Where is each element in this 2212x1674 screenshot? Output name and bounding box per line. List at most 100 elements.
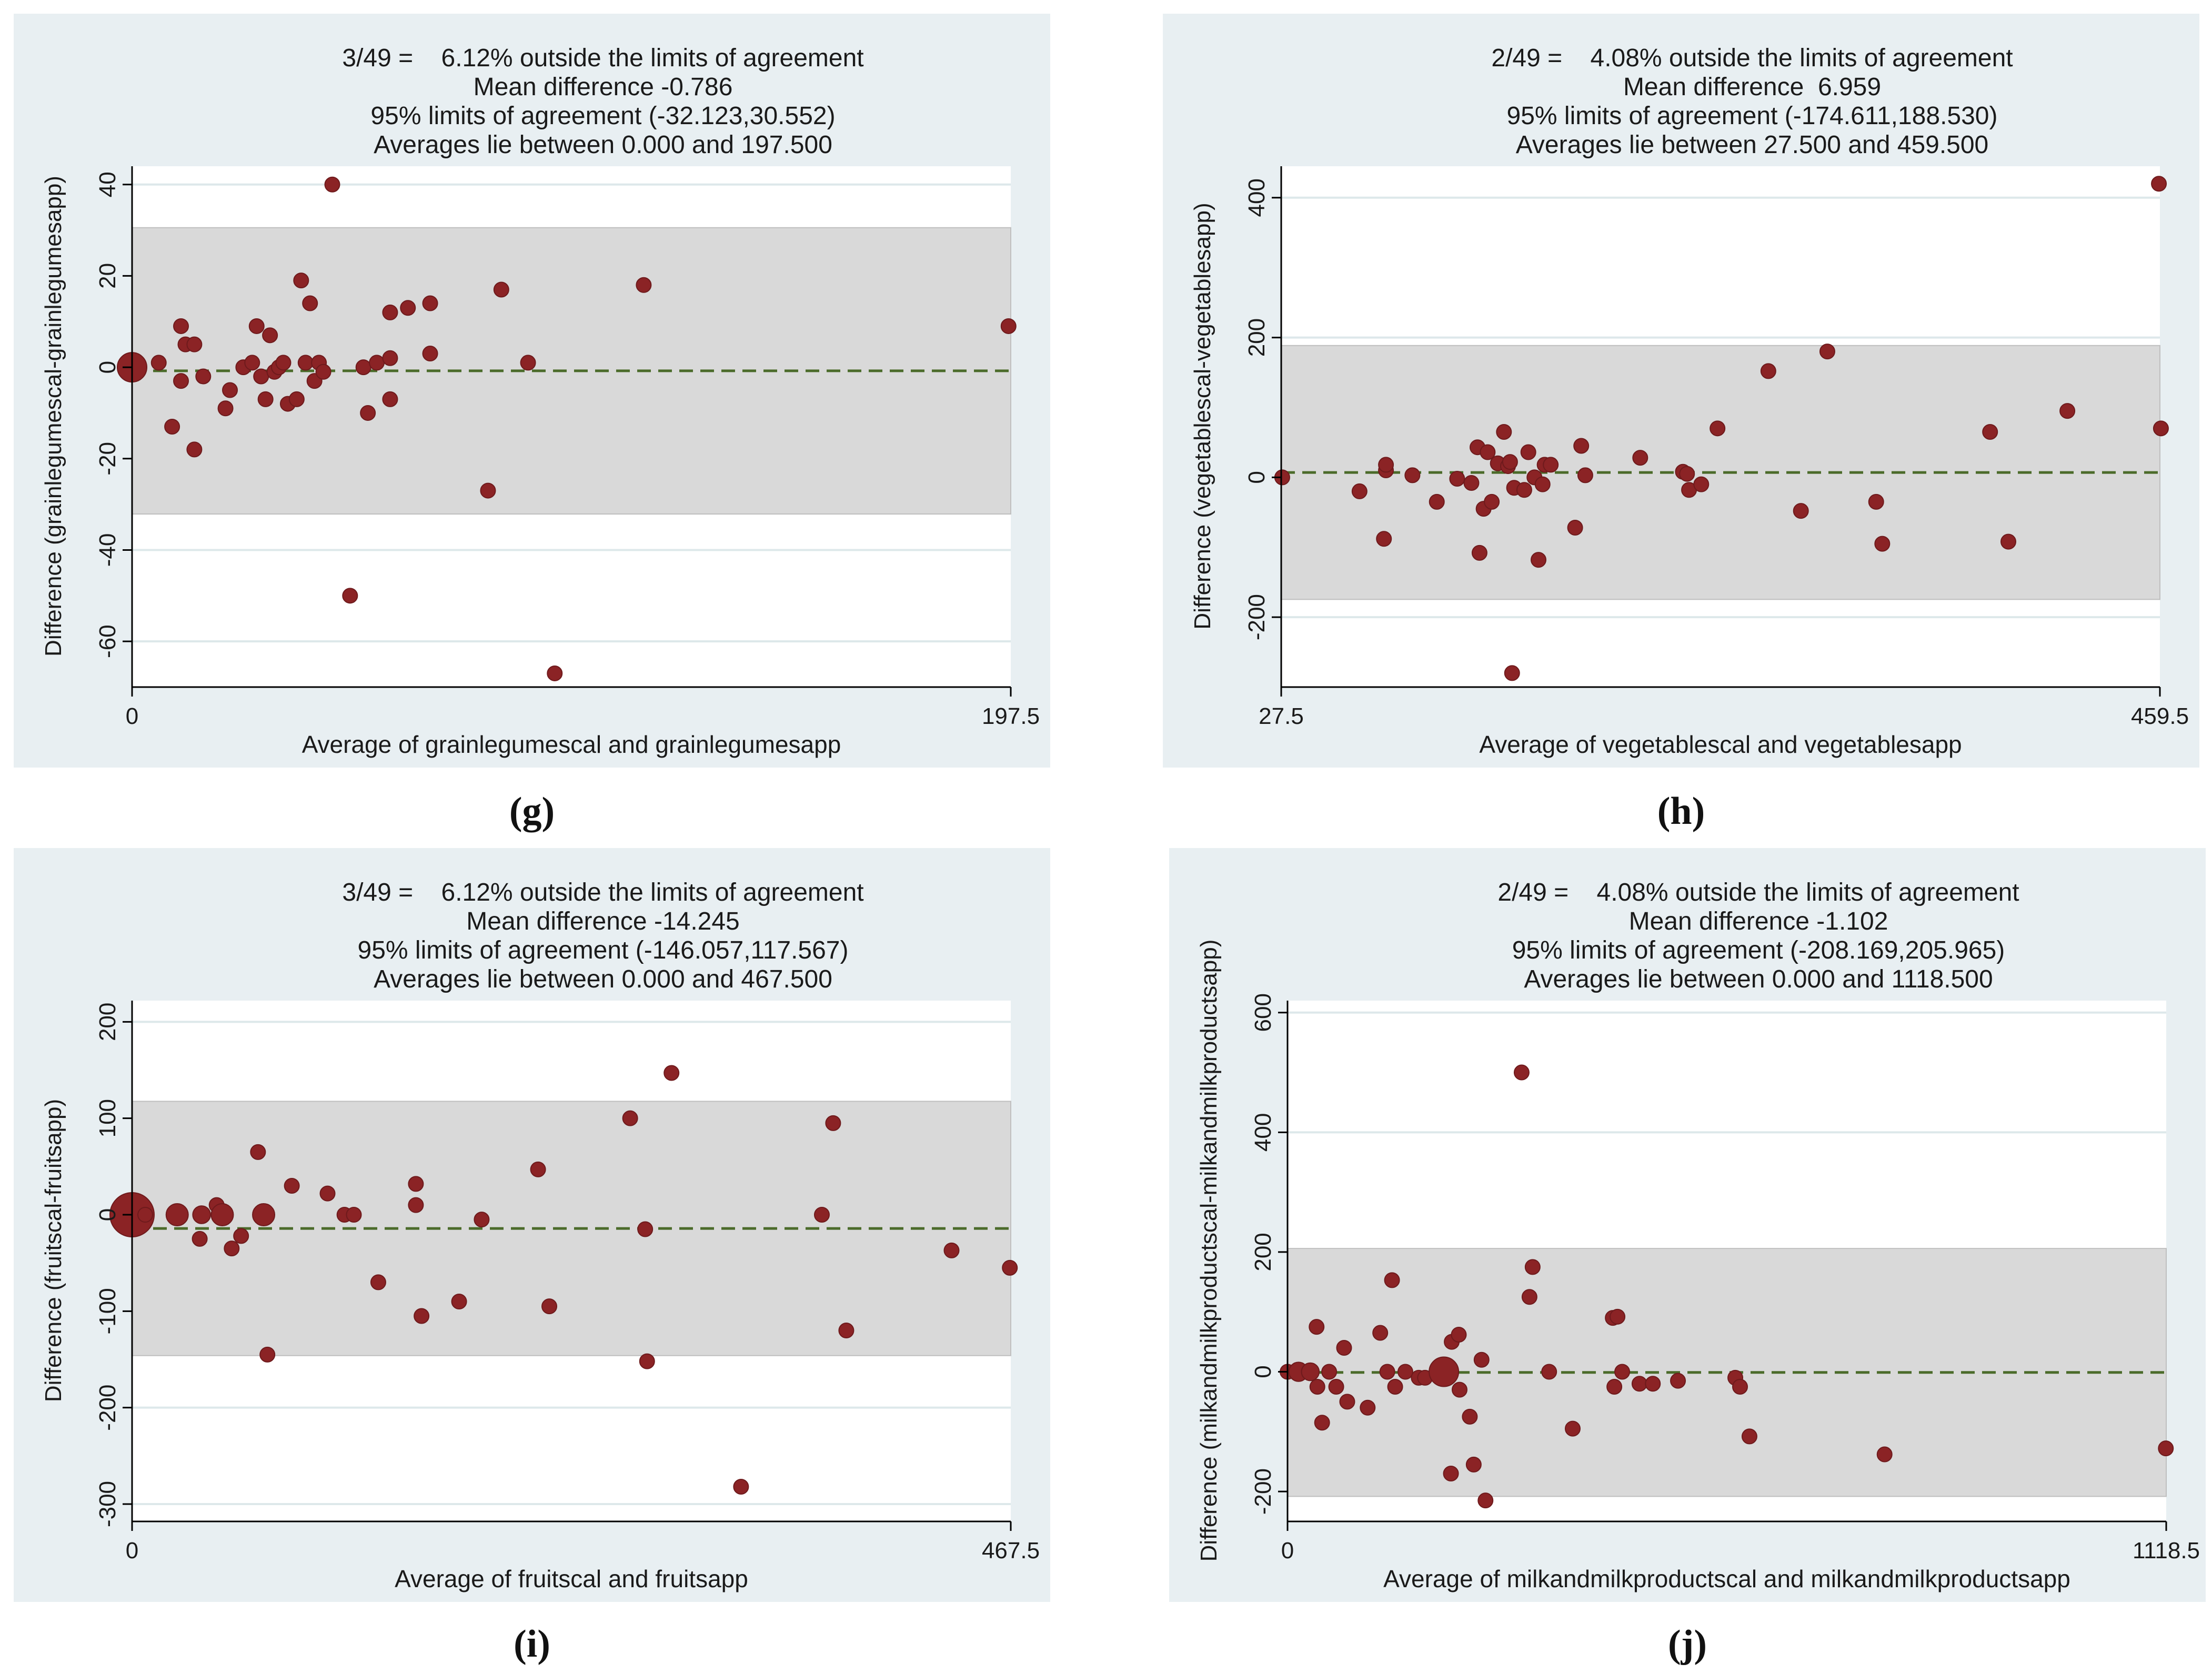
chart-i-point-12	[284, 1178, 300, 1194]
chart-i-point-3	[192, 1231, 208, 1247]
chart-g-point-16	[262, 327, 278, 344]
chart-g-point-19	[275, 355, 291, 371]
chart-h-point-10	[1471, 544, 1487, 561]
chart-g-point-14	[253, 368, 269, 385]
chart-g-point-9	[217, 400, 234, 417]
chart-g-point-2	[164, 419, 180, 435]
chart-i-point-8	[233, 1228, 249, 1244]
chart-h-point-26	[1543, 457, 1559, 473]
chart-j-x-tick-label-1: 1118.5	[2133, 1538, 2200, 1564]
chart-j-point-12	[1379, 1364, 1395, 1380]
chart-g-point-33	[382, 391, 398, 407]
panel-j: -200 0 200 400 600 0 1118.5 Average of milkandm…	[1169, 848, 2206, 1602]
chart-j-point-23	[1462, 1408, 1478, 1425]
chart-h-point-5	[1404, 467, 1421, 483]
chart-j-point-5	[1314, 1415, 1330, 1431]
chart-g-point-29	[342, 588, 358, 604]
chart-j-y-label: Difference (milkandmilkproductscal-milka…	[1196, 940, 1222, 1562]
chart-h-point-43	[2059, 403, 2076, 419]
chart-g-point-37	[422, 346, 438, 362]
chart-h-point-34	[1693, 476, 1710, 492]
chart-i-point-18	[408, 1176, 424, 1192]
chart-i-point-15	[346, 1207, 362, 1223]
chart-g-point-28	[324, 176, 340, 193]
chart-g-point-3	[173, 318, 189, 334]
chart-h-x-tick-label-0: 27.5	[1259, 703, 1304, 729]
chart-j-point-3	[1309, 1319, 1325, 1335]
chart-g-point-21	[288, 391, 305, 407]
chart-h-point-37	[1793, 503, 1809, 519]
chart-i-point-6	[210, 1203, 234, 1226]
chart-h-point-18	[1504, 665, 1520, 681]
chart-h-point-40	[1874, 536, 1891, 552]
chart-i-point-17	[408, 1197, 424, 1213]
chart-g-point-23	[297, 355, 314, 371]
chart-j-title-line-3: Averages lie between 0.000 and 1118.500	[1524, 965, 1993, 993]
chart-i-point-11	[259, 1346, 276, 1363]
chart-g-point-22	[293, 273, 309, 289]
chart-i-x-tick-label-0: 0	[126, 1538, 138, 1564]
chart-g-point-24	[302, 295, 318, 311]
chart-j-point-26	[1477, 1493, 1494, 1509]
chart-h-point-23	[1531, 552, 1547, 568]
caption-i: (i)	[514, 1622, 550, 1666]
chart-j-y-tick-label-4: 600	[1250, 993, 1276, 1032]
chart-j-point-10	[1360, 1399, 1376, 1416]
chart-j-point-29	[1524, 1259, 1541, 1275]
chart-i-point-10	[252, 1203, 276, 1226]
chart-i-title-line-3: Averages lie between 0.000 and 467.500	[374, 965, 832, 993]
chart-g-point-4	[173, 373, 189, 389]
chart-i-title-line-1: Mean difference -14.245	[466, 907, 739, 935]
chart-i-point-21	[474, 1212, 490, 1228]
chart-j-point-36	[1631, 1376, 1647, 1392]
chart-i-y-label: Difference (fruitscal-fruitsapp)	[41, 1099, 66, 1402]
chart-j-point-9	[1339, 1394, 1355, 1410]
chart-j-y-tick-label-2: 200	[1250, 1233, 1276, 1271]
chart-h-point-39	[1868, 493, 1884, 510]
chart-g-point-44	[1000, 318, 1017, 334]
chart-j-point-18	[1429, 1356, 1460, 1387]
chart-h-x-tick-label-1: 459.5	[2131, 703, 2189, 729]
chart-j-point-32	[1606, 1378, 1623, 1395]
chart-i-point-22	[530, 1161, 546, 1177]
chart-j-point-25	[1473, 1352, 1490, 1368]
chart-i-y-tick-label-3: 0	[95, 1208, 120, 1221]
chart-j-point-41	[1741, 1428, 1757, 1445]
chart-g-point-42	[547, 665, 563, 681]
chart-h-point-42	[2000, 533, 2017, 550]
chart-j-point-20	[1443, 1465, 1459, 1481]
caption-h: (h)	[1657, 790, 1705, 833]
chart-j-point-37	[1645, 1376, 1661, 1392]
chart-g-point-41	[520, 355, 536, 371]
chart-g-point-38	[422, 295, 438, 311]
chart-h-y-tick-label-2: 200	[1244, 318, 1270, 357]
chart-g: -60 -40 -20 0 20 40 0 197.5 Average of grainlegu…	[41, 44, 1040, 758]
chart-j-y-tick-label-1: 0	[1250, 1365, 1276, 1378]
chart-g-title-line-2: 95% limits of agreement (-32.123,30.552)	[370, 102, 835, 130]
chart-i-point-29	[813, 1207, 830, 1223]
chart-i-point-23	[541, 1298, 558, 1315]
chart-g-point-8	[195, 368, 212, 385]
chart-j-point-42	[1876, 1446, 1893, 1463]
chart-h-point-4	[1378, 457, 1394, 473]
chart-h-point-44	[2151, 176, 2167, 192]
chart-h-point-29	[1577, 467, 1593, 483]
chart-g-title-line-3: Averages lie between 0.000 and 197.500	[374, 131, 832, 159]
chart-i-y-tick-label-4: 100	[95, 1099, 120, 1137]
chart-i-point-1	[137, 1207, 154, 1223]
chart-g-y-tick-label-2: -20	[95, 442, 120, 476]
chart-g-point-35	[382, 304, 398, 320]
chart-g-y-tick-label-3: 0	[95, 361, 120, 374]
chart-g-point-30	[355, 359, 371, 376]
chart-j-point-31	[1564, 1420, 1581, 1437]
chart-h-point-28	[1573, 438, 1590, 454]
chart-h-title-line-1: Mean difference 6.959	[1623, 73, 1881, 101]
chart-g-y-tick-label-4: 20	[95, 263, 120, 289]
chart-h: -200 0 200 400 27.5 459.5 Average of vegetable…	[1190, 44, 2189, 758]
chart-j-x-label: Average of milkandmilkproductscal and mi…	[1383, 1565, 2070, 1592]
chart-i-point-20	[451, 1294, 467, 1309]
chart-h-title-line-3: Averages lie between 27.500 and 459.500	[1516, 131, 1989, 159]
chart-j-point-22	[1451, 1326, 1467, 1343]
chart-h-point-1	[1351, 483, 1368, 499]
chart-h-point-36	[1760, 363, 1776, 379]
